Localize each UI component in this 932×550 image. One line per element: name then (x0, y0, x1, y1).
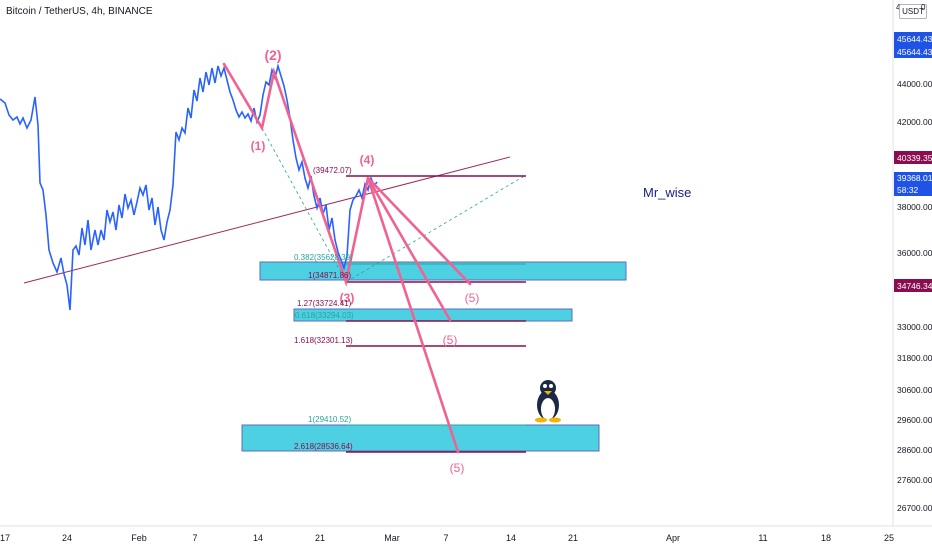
price-tag (894, 32, 932, 45)
x-tick-label: 21 (568, 533, 578, 543)
y-tick-label: 42000.00 (897, 117, 932, 127)
price-tag (894, 45, 932, 58)
price-axis[interactable]: 44000.0042000.0040000.0038000.0036000.00… (892, 0, 932, 526)
y-tick-label: 44000.00 (897, 79, 932, 89)
annotation-3: (3) (340, 291, 355, 305)
annotation-10: 1.27(33724.41) (297, 299, 352, 308)
x-tick-label: 14 (253, 533, 263, 543)
wave-line-1 (366, 176, 472, 286)
support-trendline (23, 156, 511, 284)
x-tick-label: Mar (384, 533, 400, 543)
annotation-5: (5) (443, 333, 458, 347)
chart-annotations: (2) (1) (4) (3) (5) (5) (5) (39472.07) 0.382(356… (251, 47, 692, 475)
y-tick-label: 26700.00 (897, 503, 932, 513)
fib-zone-2 (241, 424, 600, 452)
penguin-beak (544, 391, 552, 395)
time-axis[interactable]: 17 24 Feb 7 14 21 Mar 7 14 21 Apr 11 18 25 (0, 525, 932, 543)
y-tick-label: 31800.00 (897, 353, 932, 363)
annotation-13: 1(29410.52) (308, 415, 351, 424)
y-tick-label: 33000.00 (897, 322, 932, 332)
trend-lines (23, 127, 527, 453)
penguin-eye (543, 384, 547, 388)
x-tick-label: Apr (666, 533, 680, 543)
price-tag-label: 58:32 (897, 185, 919, 195)
penguin-icon (535, 380, 561, 423)
penguin-eye (549, 384, 553, 388)
x-tick-label: 18 (821, 533, 831, 543)
annotation-0: (2) (264, 47, 281, 63)
price-tag (894, 151, 932, 164)
penguin-belly (541, 398, 555, 420)
price-tag (894, 279, 932, 292)
fib-zone-0 (259, 261, 627, 281)
y-tick-label: 27600.00 (897, 475, 932, 485)
currency-zero: 0 (921, 3, 926, 12)
wave-line-3 (366, 176, 460, 454)
x-tick-label: 11 (758, 533, 767, 543)
price-series-line (0, 62, 378, 311)
price-tag-label: 45644.43 (897, 47, 932, 57)
penguin-foot (549, 417, 561, 423)
annotation-8: 0.382(35628.39) (294, 253, 353, 262)
y-tick-label: 36000.00 (897, 248, 932, 258)
annotation-4: (5) (465, 291, 480, 305)
annotation-2: (4) (360, 153, 375, 167)
chart-title: Bitcoin / TetherUS, 4h, BINANCE (6, 6, 153, 17)
x-tick-label: 14 (506, 533, 516, 543)
wave-line-0 (222, 62, 370, 287)
currency-button[interactable]: USDT (899, 4, 927, 19)
price-tag-label: 40339.35 (897, 153, 932, 163)
annotation-12: 1.618(32301.13) (294, 336, 353, 345)
elliott-wave-lines (222, 62, 472, 454)
x-tick-label: 17 (0, 533, 10, 543)
wave-line-2 (366, 176, 452, 322)
price-tag-label: 34746.34 (897, 281, 932, 291)
penguin-head (540, 380, 556, 396)
price-tag-label: 39368.01 (897, 173, 932, 183)
x-tick-label: 24 (62, 533, 72, 543)
price-tag (894, 172, 932, 184)
annotation-1: (1) (251, 139, 266, 153)
annotation-9: 1(34871.86) (308, 271, 351, 280)
dashed-guide-1 (261, 127, 347, 283)
annotation-11: 0.618(33294.03) (295, 311, 354, 320)
annotation-7: (39472.07) (313, 166, 352, 175)
x-tick-label: 21 (315, 533, 325, 543)
annotation-6: (5) (450, 461, 465, 475)
x-tick-label: 7 (443, 533, 448, 543)
fibonacci-zones (241, 261, 627, 452)
currency-mark: 4 (896, 3, 900, 12)
price-tag (894, 184, 932, 196)
price-tag-label: 45644.43 (897, 34, 932, 44)
y-tick-label: 29600.00 (897, 415, 932, 425)
annotation-14: 2.618(28536.64) (294, 442, 353, 451)
x-tick-label: 7 (192, 533, 197, 543)
y-tick-label: 28600.00 (897, 445, 932, 455)
penguin-foot (535, 417, 547, 423)
x-tick-label: Feb (131, 533, 147, 543)
dashed-guide-2 (345, 174, 527, 283)
annotation-15: Mr_wise (643, 185, 691, 200)
x-tick-label: 25 (884, 533, 894, 543)
y-tick-label: 38000.00 (897, 202, 932, 212)
y-tick-label: 30600.00 (897, 385, 932, 395)
